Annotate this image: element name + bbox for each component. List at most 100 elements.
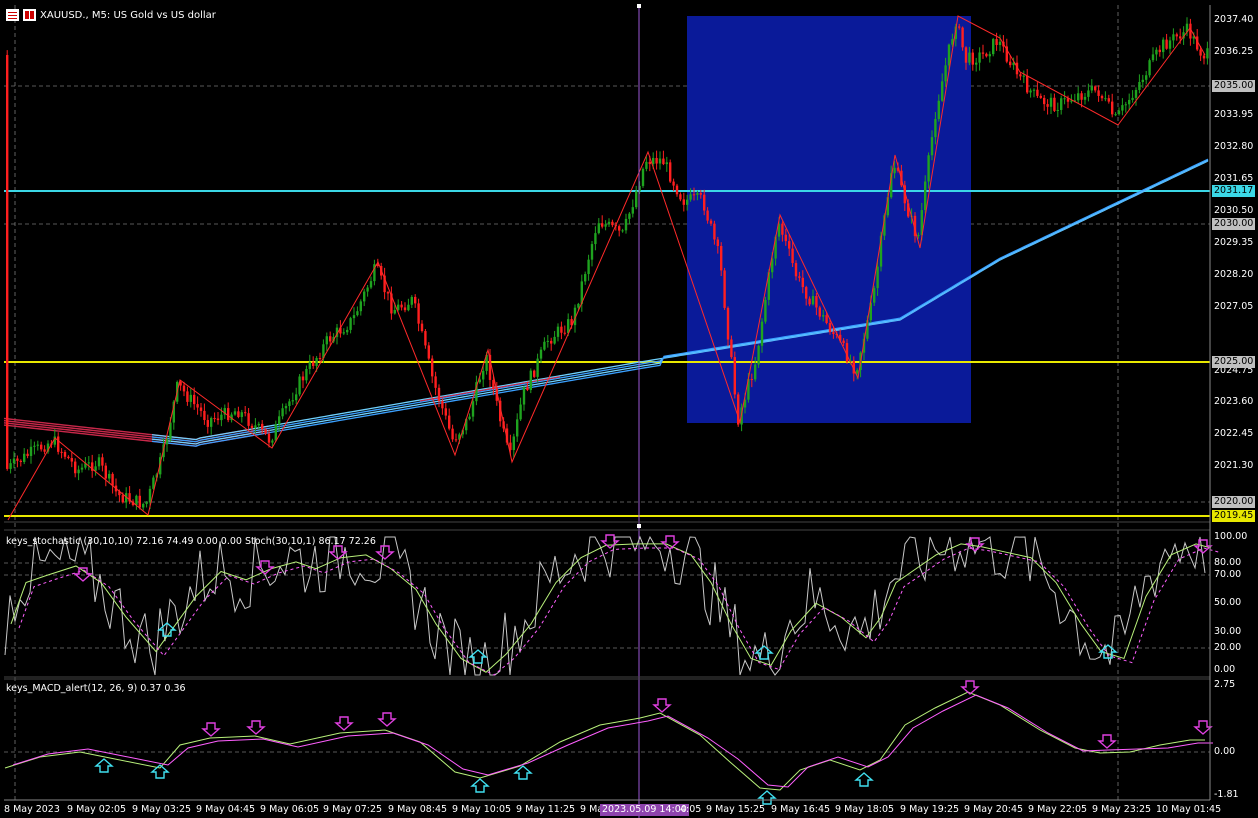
candle-body (1070, 100, 1073, 102)
candle-body (920, 210, 923, 236)
stochastic-axis-label: 0.00 (1214, 664, 1236, 675)
stoch-sell-arrow-icon (965, 537, 985, 552)
time-axis-label: 9 May 19:25 (900, 804, 960, 815)
candle-body (563, 332, 566, 334)
candle-body (179, 381, 182, 386)
stochastic-axis-label: 80.00 (1214, 557, 1242, 568)
one-click-trading-icon[interactable] (23, 9, 36, 21)
candle-body (788, 241, 791, 249)
price-tag[interactable]: 2031.17 (1212, 185, 1256, 197)
candle-body (101, 457, 104, 466)
crosshair-handle-top[interactable] (637, 4, 641, 8)
candle-body (407, 304, 410, 311)
candle-body (227, 408, 230, 421)
candle-body (842, 340, 845, 344)
macd-sell-arrow-icon (960, 680, 980, 695)
candle-body (879, 235, 883, 267)
candle-body (223, 408, 226, 415)
stoch-sell-arrow-icon (660, 535, 680, 550)
candle-body (33, 445, 36, 447)
chart-menu-icon[interactable] (6, 9, 19, 21)
candle-body (12, 458, 16, 464)
candle-body (638, 185, 641, 192)
macd-buy-arrow-icon (470, 778, 490, 793)
candle-body (210, 418, 213, 427)
candle-body (1036, 89, 1039, 96)
candle-body (465, 419, 468, 431)
candle-body (80, 467, 84, 470)
candle-body (26, 453, 29, 456)
candle-body (281, 408, 284, 417)
candle-body (1097, 90, 1100, 96)
candle-body (689, 194, 692, 200)
candle-body (546, 340, 549, 342)
price-tag[interactable]: 2019.45 (1212, 510, 1256, 522)
crosshair-handle-bottom[interactable] (637, 524, 641, 528)
candle-body (434, 376, 437, 388)
candle-body (856, 370, 859, 374)
candle-body (594, 233, 597, 245)
candle-body (145, 502, 148, 504)
candle-body (998, 41, 1002, 45)
candle-body (475, 382, 478, 402)
chart-title: XAUUSD., M5: US Gold vs US dollar (6, 8, 216, 22)
candle-body (1029, 90, 1032, 93)
price-tag[interactable]: 2020.00 (1212, 496, 1256, 508)
candle-body (135, 495, 138, 506)
candle-body (886, 197, 889, 216)
candle-body (1168, 40, 1172, 49)
candle-body (981, 52, 985, 54)
candle-body (165, 438, 169, 445)
candle-body (556, 326, 560, 337)
candle-body (958, 26, 961, 28)
price-tag[interactable]: 2035.00 (1212, 80, 1256, 92)
macd-buy-arrow-icon (150, 764, 170, 779)
candle-body (220, 414, 223, 421)
price-tag[interactable]: 2025.00 (1212, 356, 1256, 368)
candle-body (757, 345, 760, 365)
candle-body (400, 304, 403, 308)
candle-body (893, 167, 896, 174)
stoch-sell-arrow-icon (600, 534, 620, 549)
candle-body (784, 234, 787, 242)
time-axis-label: 9 May 03:25 (132, 804, 192, 815)
macd-sell-arrow-icon (334, 716, 354, 731)
crosshair-date-tag[interactable]: 2023.05.09 14:00 (600, 804, 689, 816)
candle-body (934, 118, 937, 138)
time-axis-label: 10 May 01:45 (1156, 804, 1222, 815)
candle-body (679, 194, 682, 200)
candle-body (84, 463, 87, 468)
candle-body (913, 215, 917, 237)
candle-body (237, 411, 240, 417)
candle-body (414, 296, 417, 304)
stoch-sell-arrow-icon (375, 545, 395, 560)
candle-body (346, 329, 349, 333)
price-tag[interactable]: 2030.00 (1212, 218, 1256, 230)
candle-body (652, 157, 655, 165)
candle-body (366, 287, 369, 292)
candle-body (271, 440, 274, 443)
macd-main-line (4, 691, 1205, 791)
candle-body (298, 376, 301, 395)
candle-body (584, 274, 587, 282)
candle-body (1182, 32, 1185, 39)
candle-body (448, 415, 451, 429)
price-axis-label: 2021.30 (1214, 460, 1254, 471)
stoch-sell-arrow-icon (73, 567, 93, 582)
candle-body (587, 259, 590, 275)
candle-body (733, 357, 736, 395)
candle-body (437, 387, 441, 402)
candle-body (971, 52, 974, 65)
candle-body (890, 173, 893, 198)
candle-body (1012, 62, 1015, 66)
macd-axis-label: 2.75 (1214, 679, 1236, 690)
candle-body (818, 307, 821, 317)
candle-body (522, 387, 526, 405)
time-axis-label: 9 May 11:25 (516, 804, 576, 815)
candle-body (825, 315, 828, 324)
time-axis-label: 9 May 10:05 (452, 804, 512, 815)
candle-body (43, 449, 46, 452)
candle-body (1124, 104, 1127, 106)
candle-body (458, 434, 461, 440)
